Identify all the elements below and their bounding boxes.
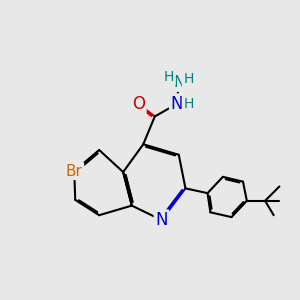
Text: N: N (173, 75, 184, 90)
Text: N: N (171, 95, 183, 113)
Text: N: N (155, 211, 168, 229)
Text: H: H (183, 97, 194, 111)
Text: O: O (132, 95, 145, 113)
Text: H: H (183, 72, 194, 86)
Text: H: H (164, 70, 174, 84)
Text: Br: Br (66, 164, 83, 178)
